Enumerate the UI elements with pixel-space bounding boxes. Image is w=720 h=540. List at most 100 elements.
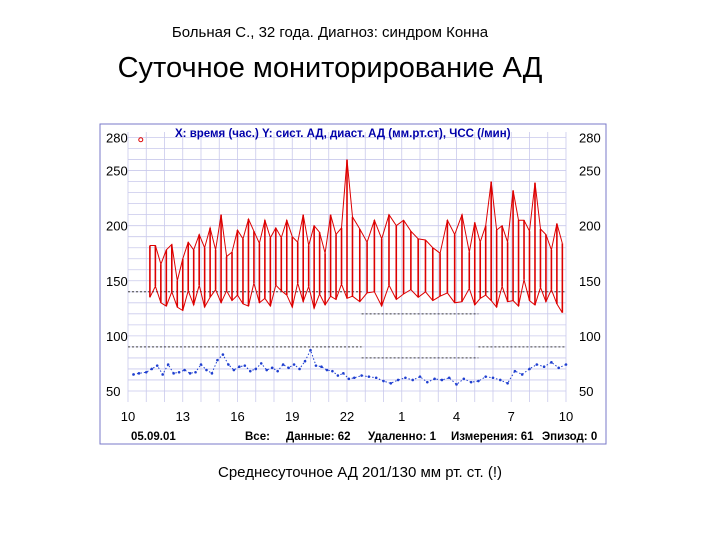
heart-rate-point [367,375,371,378]
chart-date: 05.09.01 [131,431,176,443]
heart-rate-point [433,377,436,381]
x-tick-label: 10 [559,409,573,424]
heart-rate-point [447,376,451,380]
heart-rate-point [210,372,214,375]
x-axis: 10 13 16 19 22 1 4 7 10 [121,409,573,424]
y-tick-label-left: 280 [106,131,128,146]
heart-rate-point [144,370,148,374]
heart-rate-point [440,378,444,382]
heart-rate-point [276,369,279,373]
y-tick-label-right: 150 [579,274,601,289]
threshold-lines [128,291,566,359]
x-tick-label: 4 [453,409,460,424]
y-tick-label-right: 100 [579,329,601,344]
heart-rate-point [342,372,345,375]
footer-data: Данные: 62 [286,431,351,443]
heart-rate-point [166,363,170,366]
heart-rate-point [155,364,159,367]
heart-rate-point [360,374,363,377]
heart-rate-point [309,348,312,352]
heart-rate-point [303,359,307,363]
heart-rate-point [347,377,351,381]
heart-rate-point [506,381,509,385]
y-tick-label-left: 50 [106,384,120,399]
heart-rate-point [528,367,531,371]
heart-rate-point [331,369,334,373]
heart-rate-point [254,367,258,371]
heart-rate-point [336,374,340,377]
y-tick-label-right: 200 [579,219,601,234]
heart-rate-point [172,372,175,375]
pressure-bars [149,159,564,313]
heart-rate-point [469,380,473,384]
series-lines [132,137,568,386]
heart-rate-point [418,375,422,378]
heart-rate-point [188,372,192,375]
heart-rate-point [281,363,285,366]
heart-rate-point [205,368,208,372]
heart-rate-point [535,363,539,366]
heart-rate-point [177,370,181,374]
chart-title: X: время (час.) Y: сист. АД, диаст. АД (… [175,128,511,140]
heart-rate-point [396,378,400,382]
heart-rate-point [455,383,458,386]
heart-rate-point [426,380,429,384]
y-axis-left: 50 100 150 200 250 280 [106,131,128,399]
footer-removed: Удаленно: 1 [368,431,437,443]
heart-rate-point [259,362,263,365]
heart-rate-point [227,363,230,366]
heart-rate-point [194,370,197,374]
y-tick-label-left: 250 [106,164,128,179]
footer-episode: Эпизод: 0 [542,431,597,443]
heart-rate-point [499,378,502,382]
heart-rate-point [477,379,480,383]
heart-rate-point [542,365,546,369]
heart-rate-point [314,364,318,367]
heart-rate-point [270,366,274,370]
x-tick-label: 1 [398,409,405,424]
heart-rate-point [183,368,186,372]
y-tick-label-left: 150 [106,274,128,289]
caption: Среднесуточное АД 201/130 мм рт. ст. (!) [218,464,502,481]
heart-rate-point [132,373,135,376]
patient-info: Больная С., 32 года. Диагноз: синдром Ко… [171,24,489,41]
y-axis-right: 50 100 150 200 250 280 [579,131,601,399]
heart-rate-point [564,363,568,366]
heart-rate-point [287,366,290,370]
footer-all: Все: [245,431,270,443]
y-tick-label-left: 200 [106,219,128,234]
heart-rate-point [382,379,385,383]
diastolic-line [149,279,563,313]
heart-rate-point [513,369,517,373]
x-tick-label: 16 [230,409,244,424]
y-tick-label-right: 50 [579,384,593,399]
heart-rate-point [484,375,488,378]
heart-rate-point [265,368,269,372]
heart-rate-point [320,365,323,369]
heart-rate-point [292,363,296,366]
page-title: Суточное мониторирование АД [117,52,543,84]
footer-measurements: Измерения: 61 [451,431,534,443]
x-tick-label: 13 [176,409,190,424]
heart-rate-point [298,367,301,371]
heart-rate-point [491,376,495,380]
y-tick-label-left: 100 [106,329,128,344]
heart-rate-point [137,372,141,375]
heart-rate-point [404,376,407,380]
heart-rate-point [550,361,553,364]
heart-rate-point [199,363,203,366]
heart-rate-point [161,373,164,376]
heart-rate-point [150,367,154,371]
heart-rate-point [389,381,393,385]
x-tick-label: 22 [340,409,354,424]
heart-rate-point [520,373,524,376]
heart-rate-point [374,376,378,380]
heart-rate-point [248,369,252,373]
y-tick-label-right: 280 [579,131,601,146]
heart-rate-point [238,365,241,369]
heart-rate-point [325,368,329,372]
marker-point [138,137,144,143]
heart-rate-point [411,378,415,382]
heart-rate-point [221,353,225,356]
